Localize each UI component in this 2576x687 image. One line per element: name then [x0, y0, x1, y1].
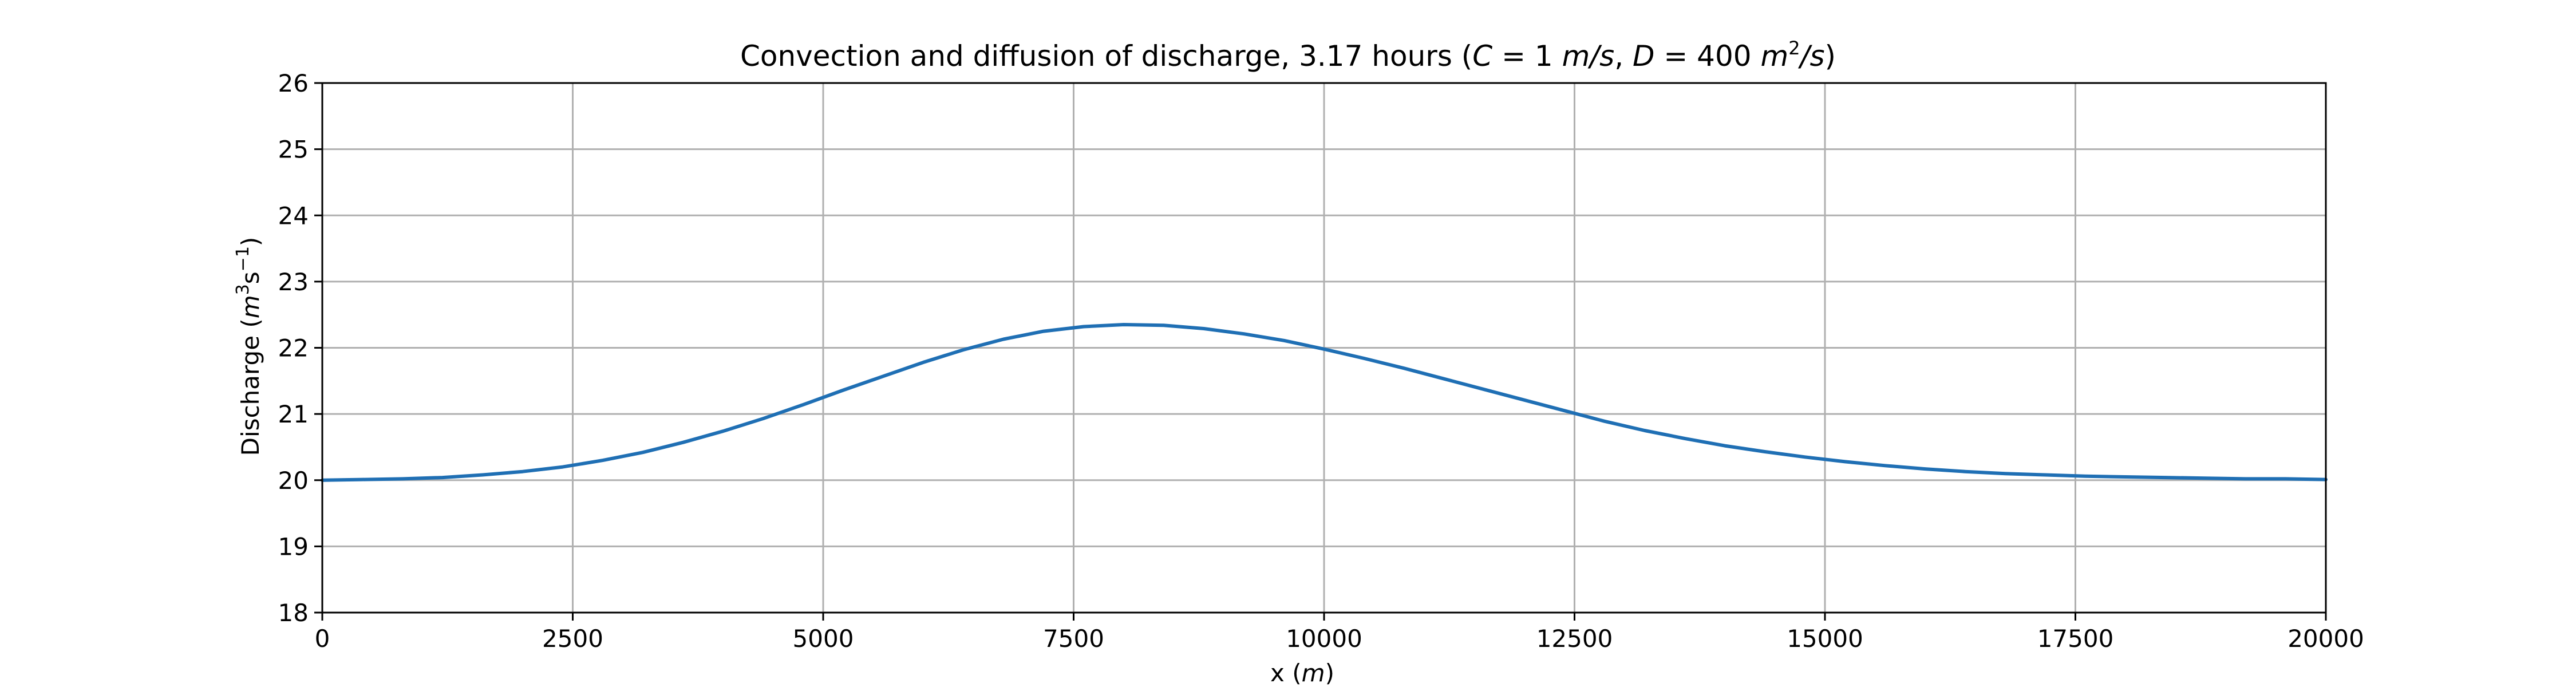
y-axis: 18 19 20 21 22 23 24 25 26 [278, 69, 322, 627]
y-tick-label: 25 [278, 136, 309, 164]
y-tick-label: 19 [278, 532, 309, 560]
y-tick-label: 22 [278, 334, 309, 362]
x-tick-label: 20000 [2287, 625, 2364, 653]
y-tick-label: 24 [278, 202, 309, 230]
discharge-line [321, 323, 2328, 482]
x-tick-label: 5000 [793, 625, 854, 653]
y-tick-label: 21 [278, 400, 309, 428]
x-axis-label: x (m) [1270, 659, 1334, 687]
y-axis-label: Discharge (m3s−1) [233, 237, 264, 456]
series-layer [321, 323, 2328, 482]
x-tick-label: 7500 [1043, 625, 1104, 653]
x-tick-label: 2500 [542, 625, 603, 653]
y-tick-label: 26 [278, 69, 309, 97]
x-axis: 0 2500 5000 7500 10000 12500 15000 17500 20000 [315, 613, 2364, 653]
x-tick-label: 10000 [1286, 625, 1362, 653]
x-tick-label: 15000 [1787, 625, 1863, 653]
x-tick-label: 17500 [2037, 625, 2114, 653]
y-tick-label: 23 [278, 268, 309, 296]
x-tick-label: 12500 [1536, 625, 1613, 653]
y-tick-label: 20 [278, 467, 309, 495]
x-tick-label: 0 [315, 625, 330, 653]
chart-title: Convection and diffusion of discharge, 3… [740, 37, 1836, 73]
y-tick-label: 18 [278, 599, 309, 627]
